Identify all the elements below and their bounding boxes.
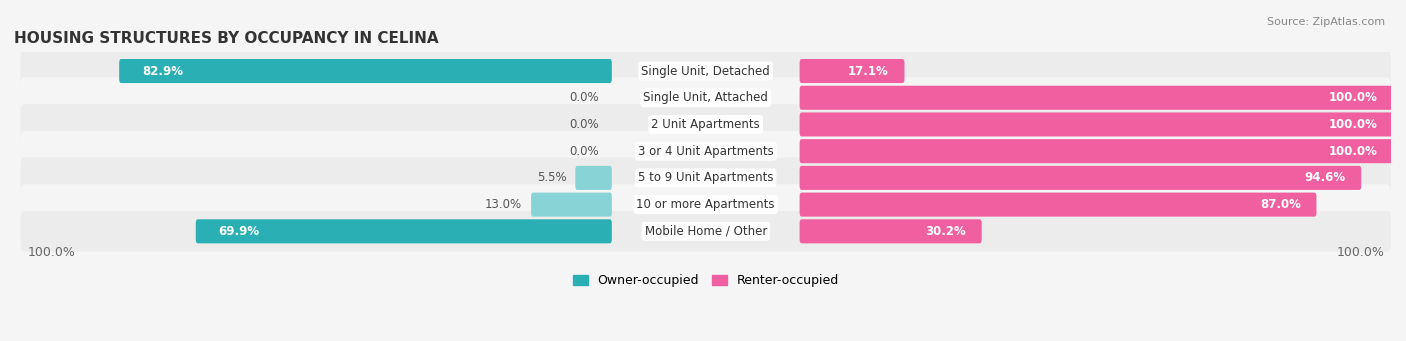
Text: 5 to 9 Unit Apartments: 5 to 9 Unit Apartments: [638, 172, 773, 184]
Text: HOUSING STRUCTURES BY OCCUPANCY IN CELINA: HOUSING STRUCTURES BY OCCUPANCY IN CELIN…: [14, 31, 439, 46]
Text: 3 or 4 Unit Apartments: 3 or 4 Unit Apartments: [638, 145, 773, 158]
FancyBboxPatch shape: [575, 166, 612, 190]
FancyBboxPatch shape: [800, 139, 1393, 163]
FancyBboxPatch shape: [800, 59, 904, 83]
FancyBboxPatch shape: [21, 184, 1391, 225]
Text: 0.0%: 0.0%: [569, 118, 599, 131]
Text: 82.9%: 82.9%: [142, 64, 183, 77]
Text: Single Unit, Attached: Single Unit, Attached: [644, 91, 768, 104]
FancyBboxPatch shape: [531, 193, 612, 217]
FancyBboxPatch shape: [21, 211, 1391, 252]
FancyBboxPatch shape: [195, 219, 612, 243]
Text: 2 Unit Apartments: 2 Unit Apartments: [651, 118, 761, 131]
Text: 13.0%: 13.0%: [485, 198, 522, 211]
Text: 100.0%: 100.0%: [1336, 246, 1384, 259]
Text: 17.1%: 17.1%: [848, 64, 889, 77]
FancyBboxPatch shape: [800, 113, 1393, 136]
Text: 69.9%: 69.9%: [218, 225, 260, 238]
Text: 100.0%: 100.0%: [1329, 91, 1378, 104]
Text: 30.2%: 30.2%: [925, 225, 966, 238]
FancyBboxPatch shape: [21, 131, 1391, 172]
Text: Single Unit, Detached: Single Unit, Detached: [641, 64, 770, 77]
Text: 5.5%: 5.5%: [537, 172, 567, 184]
Text: 0.0%: 0.0%: [569, 145, 599, 158]
FancyBboxPatch shape: [800, 86, 1393, 110]
Legend: Owner-occupied, Renter-occupied: Owner-occupied, Renter-occupied: [568, 269, 844, 292]
Text: 100.0%: 100.0%: [27, 246, 75, 259]
FancyBboxPatch shape: [800, 166, 1361, 190]
FancyBboxPatch shape: [800, 219, 981, 243]
Text: 100.0%: 100.0%: [1329, 145, 1378, 158]
FancyBboxPatch shape: [21, 77, 1391, 118]
FancyBboxPatch shape: [21, 104, 1391, 145]
Text: 10 or more Apartments: 10 or more Apartments: [637, 198, 775, 211]
Text: Mobile Home / Other: Mobile Home / Other: [644, 225, 766, 238]
FancyBboxPatch shape: [120, 59, 612, 83]
Text: 87.0%: 87.0%: [1260, 198, 1301, 211]
Text: 100.0%: 100.0%: [1329, 118, 1378, 131]
Text: 94.6%: 94.6%: [1305, 172, 1346, 184]
Text: 0.0%: 0.0%: [569, 91, 599, 104]
FancyBboxPatch shape: [800, 193, 1316, 217]
Text: Source: ZipAtlas.com: Source: ZipAtlas.com: [1267, 17, 1385, 27]
FancyBboxPatch shape: [21, 158, 1391, 198]
FancyBboxPatch shape: [21, 51, 1391, 91]
